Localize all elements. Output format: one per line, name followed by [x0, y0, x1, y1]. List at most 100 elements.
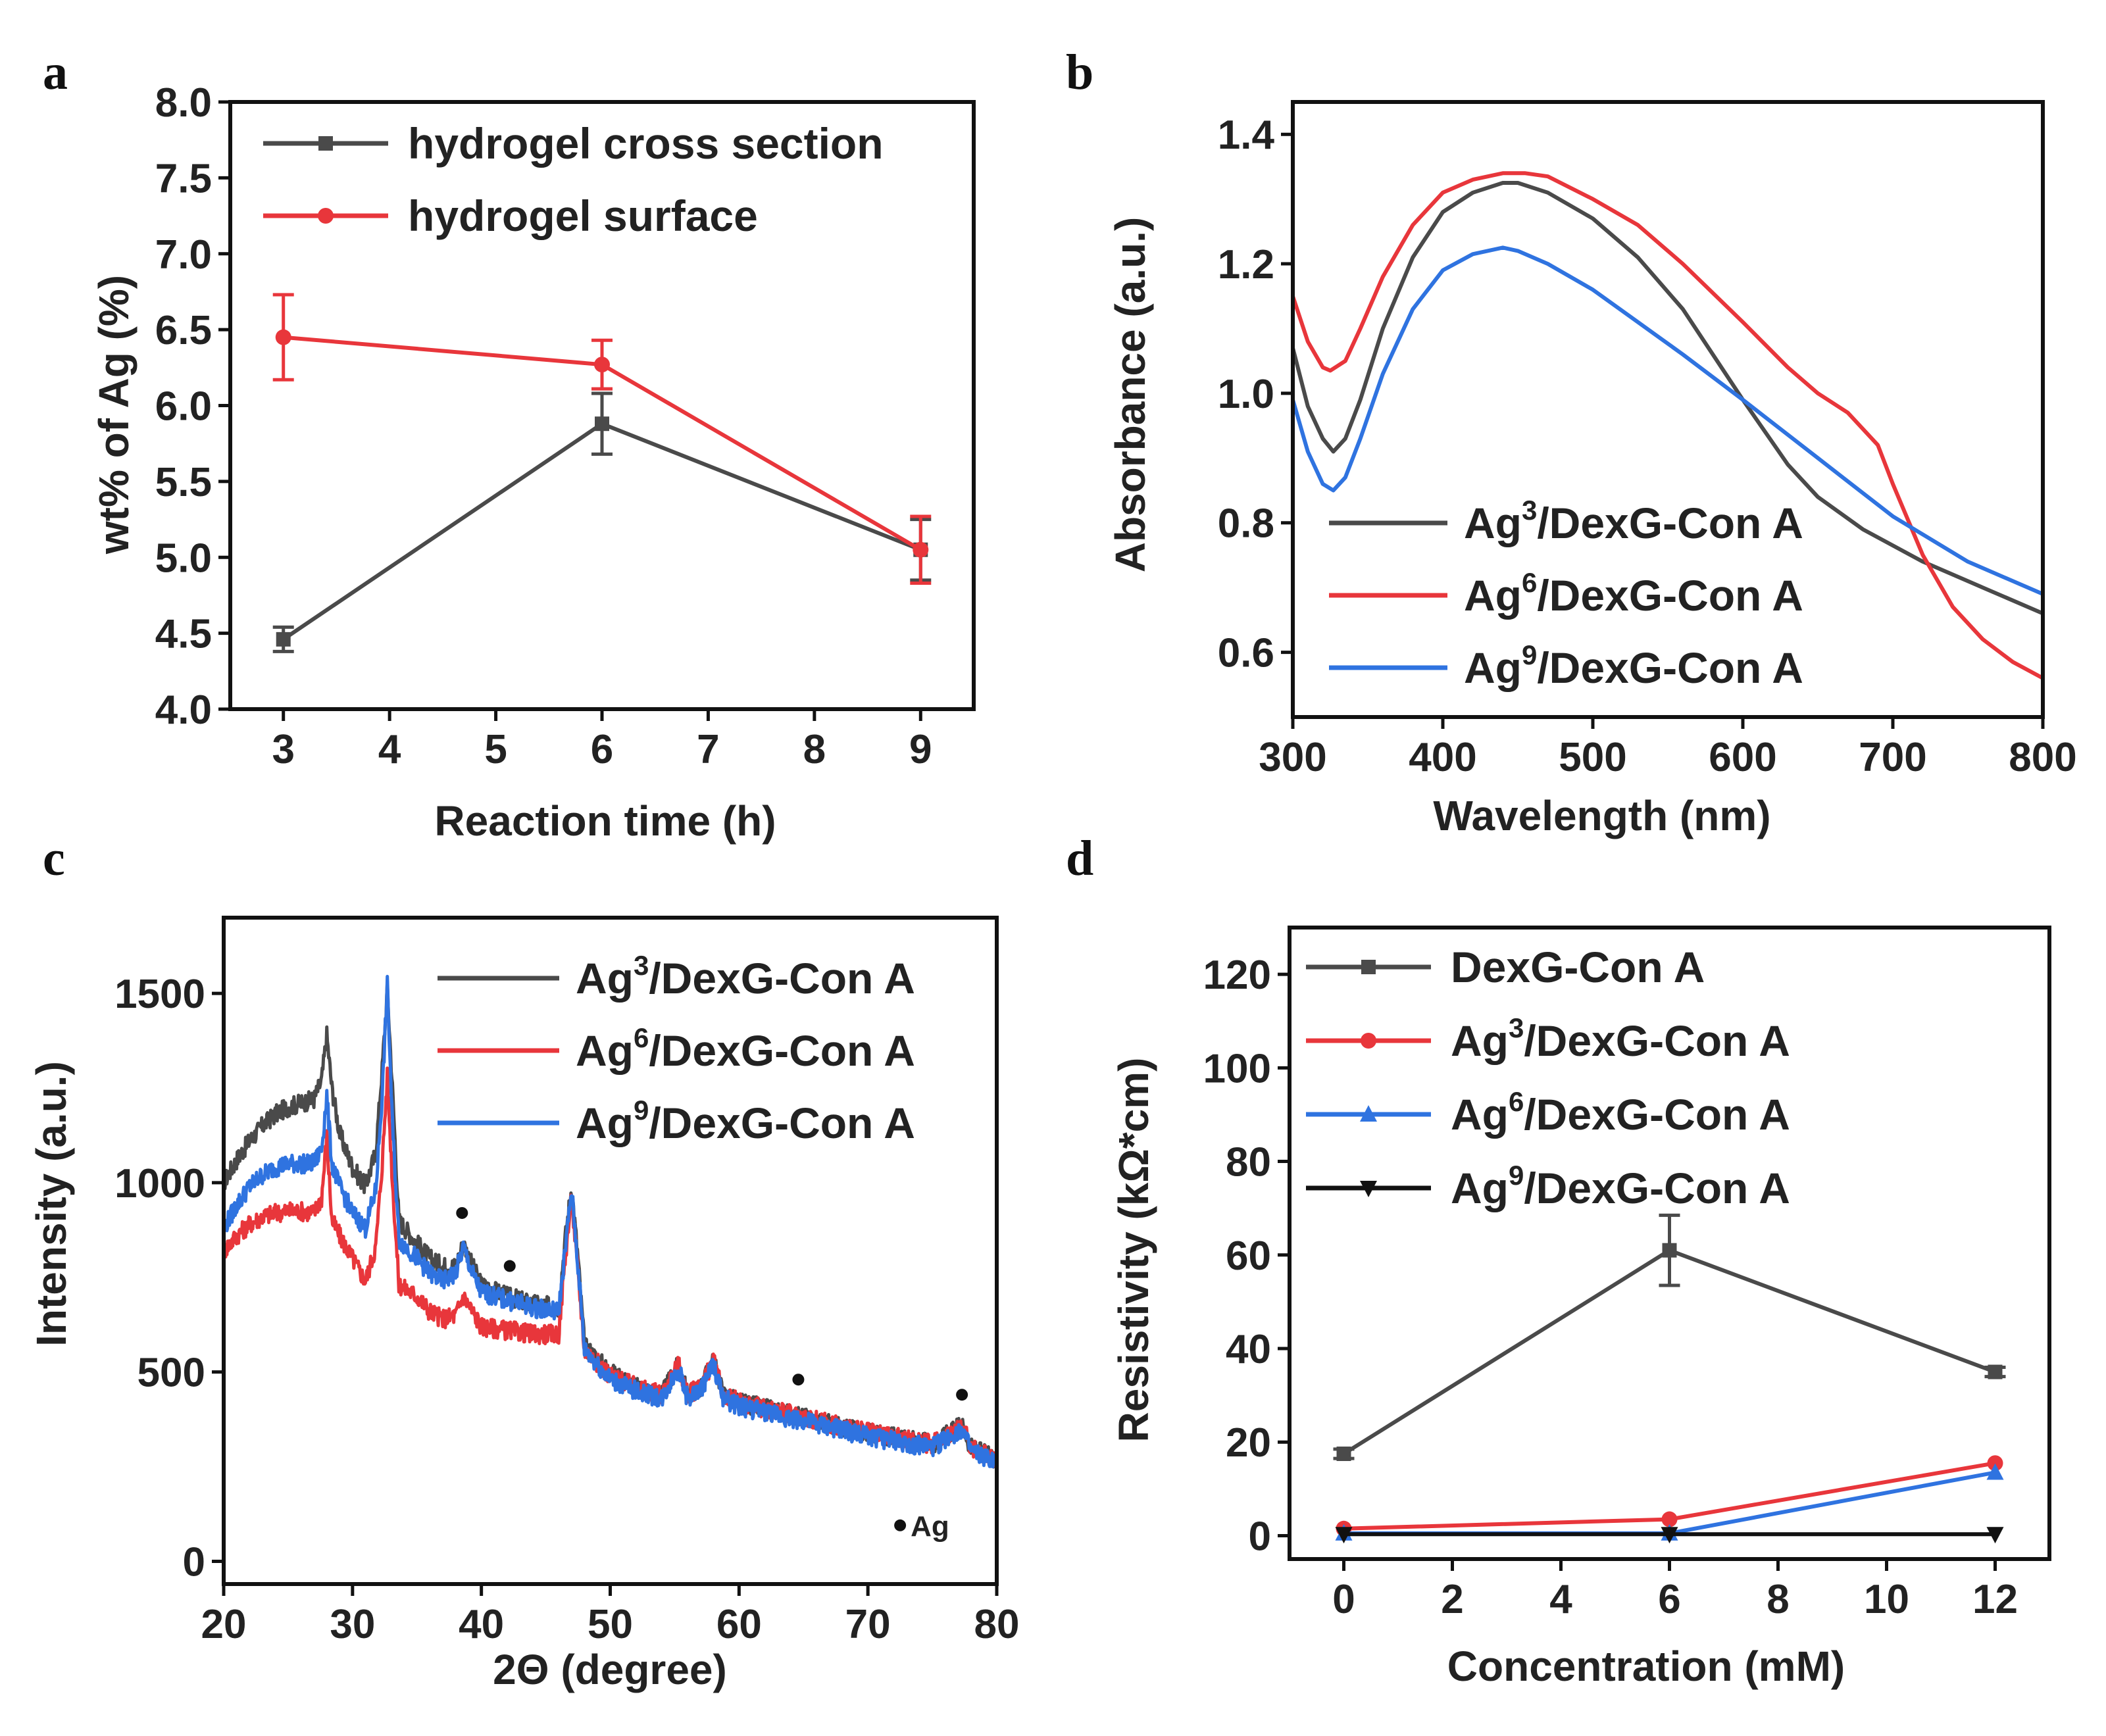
- panel-c-legend-label: Ag9/DexG-Con A: [576, 1095, 915, 1147]
- panel-a-y-tick-label: 4.0: [155, 687, 212, 733]
- panel-a-x-tick-label: 5: [484, 727, 507, 772]
- panel-d-legend-marker: [1361, 1033, 1376, 1049]
- panel-b-y-tick-label: 1.0: [1218, 372, 1274, 417]
- panel-c-x-tick-label: 40: [459, 1602, 504, 1647]
- panel-d-y-tick-label: 20: [1226, 1420, 1271, 1466]
- panel-a-data-point: [595, 416, 609, 432]
- panel-c-legend: Ag3/DexG-Con A Ag6/DexG-Con A Ag9/DexG-Con…: [438, 950, 915, 1147]
- panel-b-y-tick-label: 1.2: [1218, 242, 1274, 287]
- panel-c-y-axis-title: Intensity (a.u.): [28, 1061, 75, 1347]
- panel-d-x-tick-label: 4: [1549, 1577, 1572, 1622]
- panel-b-chart: 300 400 500 600 700 800 0.6 0.8 1.0 1.2 1.4 Ag3/Dex…: [1107, 100, 2077, 839]
- panel-a-data-point: [594, 357, 610, 373]
- panel-c-x-axis-title: 2Θ (degree): [493, 1646, 727, 1693]
- panel-d-x-tick-label: 8: [1767, 1577, 1789, 1622]
- panel-b-x-tick-label: 800: [2009, 735, 2076, 780]
- panel-d-y-tick-label: 0: [1249, 1514, 1271, 1559]
- panel-c-y-tick-label: 1500: [114, 972, 205, 1017]
- panel-a-plot-area: 3 4 5 6 7 8 9 4.0 4.5 5.0 5.5 6.0 6.5 7.0 7.5 8.0 hydrog…: [155, 80, 976, 772]
- panel-b-legend-label: Ag6/DexG-Con A: [1464, 567, 1803, 620]
- panel-a-y-tick-label: 7.5: [155, 156, 212, 201]
- panel-a-series-2: [272, 293, 932, 585]
- panel-b-series-2: [1291, 171, 2044, 680]
- panel-d-legend-marker: [1360, 1181, 1377, 1197]
- panel-a-x-tick-label: 6: [591, 727, 613, 772]
- panel-a-legend: hydrogel cross section hydrogel surface: [263, 119, 884, 240]
- panel-d-series-4: [1335, 1527, 2004, 1544]
- panel-d-x-tick-label: 2: [1441, 1577, 1463, 1622]
- panel-a-legend-marker: [318, 208, 334, 224]
- panel-c-x-tick-label: 50: [588, 1602, 633, 1647]
- panel-d-legend-marker: [1361, 960, 1376, 974]
- panel-a-legend-label: hydrogel cross section: [408, 119, 884, 168]
- panel-a-y-tick-label: 6.5: [155, 308, 212, 353]
- panel-c-legend-label: Ag3/DexG-Con A: [576, 950, 915, 1003]
- panel-a-x-tick-label: 4: [378, 727, 401, 772]
- panel-b-legend: Ag3/DexG-Con A Ag6/DexG-Con A Ag9/DexG-Con…: [1329, 495, 1803, 692]
- panel-a-x-tick-label: 9: [909, 727, 932, 772]
- panel-c-ag-peak-marker: [456, 1206, 468, 1219]
- panel-c-chart: Ag 20 30 40 50 60 70 80 0 500 1000 1500 Ag3/DexG-Con…: [28, 916, 1020, 1693]
- panel-a-x-tick-label: 8: [803, 727, 826, 772]
- panel-d-y-tick-label: 80: [1226, 1140, 1271, 1185]
- panel-a-y-tick-label: 6.0: [155, 384, 212, 430]
- panel-d-data-point: [1661, 1527, 1678, 1544]
- panel-b-legend-label: Ag9/DexG-Con A: [1464, 639, 1803, 692]
- panel-d-x-tick-label: 12: [1972, 1577, 2018, 1622]
- panel-d-y-tick-label: 40: [1226, 1327, 1271, 1372]
- panel-b-y-tick-label: 1.4: [1218, 112, 1275, 158]
- panel-a-y-tick-label: 8.0: [155, 80, 212, 126]
- panel-d-data-point: [1988, 1364, 2003, 1379]
- panel-c-y-tick-label: 0: [183, 1539, 205, 1585]
- panel-a-x-tick-label: 7: [697, 727, 719, 772]
- panel-b-x-tick-label: 600: [1709, 735, 1776, 780]
- panel-c-ag-peak-marker: [956, 1389, 968, 1401]
- panel-b-series-line-3: [1291, 245, 2044, 596]
- panel-a-legend-marker: [318, 136, 333, 151]
- panel-b-series-3: [1291, 245, 2044, 596]
- panel-b-x-tick-label: 300: [1259, 735, 1326, 780]
- panel-d-x-tick-label: 0: [1332, 1577, 1355, 1622]
- panel-c-ag-peak-marker: [503, 1260, 516, 1272]
- panel-d-x-axis-title: Concentration (mM): [1447, 1643, 1845, 1690]
- panel-letter-b: b: [1066, 45, 1093, 100]
- panel-d-legend-label: Ag3/DexG-Con A: [1451, 1012, 1790, 1065]
- panel-c-plot-area: Ag 20 30 40 50 60 70 80 0 500 1000 1500 Ag3/DexG-Con…: [114, 916, 1020, 1647]
- panel-c-x-tick-label: 20: [201, 1602, 247, 1647]
- panel-d-data-point: [1986, 1463, 2004, 1480]
- panel-d-y-tick-label: 120: [1203, 953, 1271, 998]
- panel-c-series-3: [222, 974, 999, 1470]
- panel-a-chart: 3 4 5 6 7 8 9 4.0 4.5 5.0 5.5 6.0 6.5 7.0 7.5 8.0 hydrog…: [90, 80, 976, 845]
- panel-a-y-tick-label: 7.0: [155, 232, 212, 278]
- panel-b-y-tick-label: 0.6: [1218, 631, 1274, 676]
- panel-b-series-1: [1291, 181, 2044, 616]
- panel-a-x-tick-label: 3: [272, 727, 294, 772]
- panel-d-data-point: [1662, 1243, 1677, 1258]
- panel-d-data-point: [1986, 1527, 2004, 1544]
- panel-a-legend-label: hydrogel surface: [408, 191, 758, 240]
- panel-d-data-point: [1661, 1511, 1678, 1527]
- panel-d-x-tick-label: 10: [1864, 1577, 1909, 1622]
- panel-d-y-tick-label: 100: [1203, 1046, 1271, 1091]
- panel-c-y-tick-label: 1000: [114, 1161, 205, 1206]
- panel-b-legend-label: Ag3/DexG-Con A: [1464, 495, 1803, 547]
- panel-d-y-axis-title: Resistivity (kΩ*cm): [1110, 1058, 1157, 1443]
- panel-c-x-tick-label: 30: [330, 1602, 375, 1647]
- panel-a-data-point: [913, 541, 929, 558]
- panel-c-x-tick-label: 70: [845, 1602, 891, 1647]
- panel-a-x-axis-title: Reaction time (h): [434, 797, 776, 845]
- panel-b-y-axis-title: Absorbance (a.u.): [1107, 217, 1154, 573]
- panel-b-series-line-1: [1291, 181, 2044, 616]
- panel-c-y-tick-label: 500: [138, 1351, 205, 1396]
- panel-b-x-tick-label: 500: [1559, 735, 1626, 780]
- panel-c-ag-annotation: Ag: [911, 1510, 949, 1543]
- panel-d-legend-label: Ag6/DexG-Con A: [1451, 1086, 1790, 1139]
- panel-b-plot-area: 300 400 500 600 700 800 0.6 0.8 1.0 1.2 1.4 Ag3/Dex…: [1218, 100, 2077, 780]
- panel-d-legend-label: DexG-Con A: [1451, 943, 1705, 991]
- panel-c-x-tick-label: 80: [974, 1602, 1020, 1647]
- panel-d-legend-marker: [1360, 1105, 1377, 1122]
- panel-a-data-point: [275, 329, 291, 345]
- panel-b-plot-frame: [1291, 100, 2045, 719]
